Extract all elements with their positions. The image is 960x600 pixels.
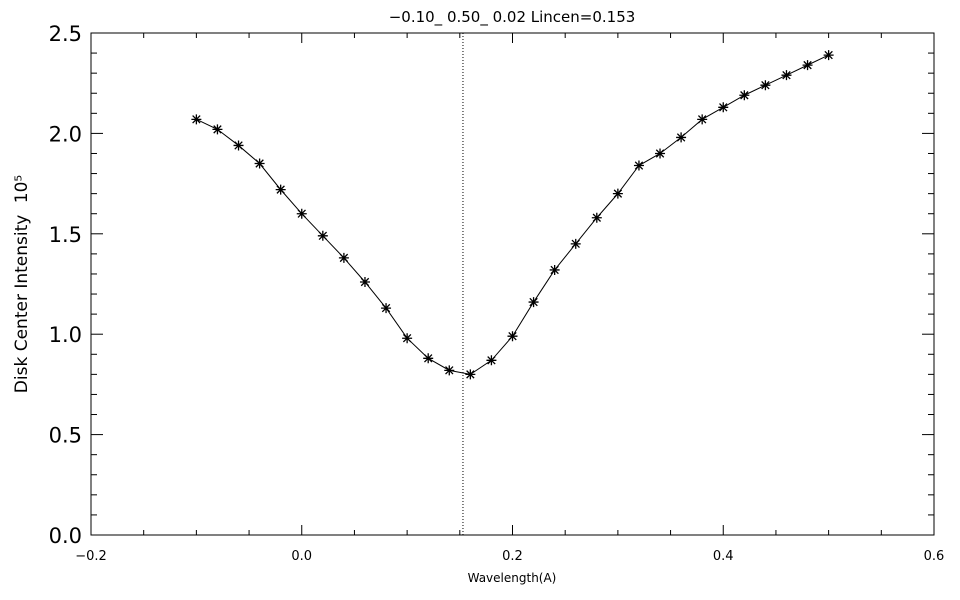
data-point-marker bbox=[612, 188, 623, 199]
data-point-marker bbox=[823, 50, 834, 61]
data-point-marker bbox=[317, 230, 328, 241]
data-point-marker bbox=[570, 238, 581, 249]
data-point-marker bbox=[781, 70, 792, 81]
data-point-marker bbox=[633, 160, 644, 171]
data-point-marker bbox=[338, 252, 349, 263]
data-point-marker bbox=[528, 297, 539, 308]
x-tick-label: 0.6 bbox=[924, 549, 945, 564]
y-tick-label: 2.5 bbox=[49, 22, 82, 46]
data-point-marker bbox=[275, 184, 286, 195]
data-point-marker bbox=[191, 114, 202, 125]
data-point-marker bbox=[655, 148, 666, 159]
data-point-marker bbox=[676, 132, 687, 143]
data-point-marker bbox=[423, 353, 434, 364]
data-point-marker bbox=[444, 365, 455, 376]
data-point-marker bbox=[359, 276, 370, 287]
x-tick-label: −0.2 bbox=[75, 549, 107, 564]
data-point-marker bbox=[549, 264, 560, 275]
data-point-marker bbox=[233, 140, 244, 151]
y-axis-label: Disk Center Intensity 10⁵ bbox=[12, 175, 32, 393]
data-point-marker bbox=[591, 212, 602, 223]
data-point-marker bbox=[739, 90, 750, 101]
data-point-marker bbox=[212, 124, 223, 135]
y-tick-label: 1.0 bbox=[49, 323, 82, 347]
chart-title: −0.10_ 0.50_ 0.02 Lincen=0.153 bbox=[389, 8, 636, 27]
data-point-marker bbox=[507, 331, 518, 342]
x-tick-labels: −0.2 0.0 0.2 0.4 0.6 bbox=[75, 549, 944, 564]
data-point-marker bbox=[402, 333, 413, 344]
data-markers bbox=[191, 50, 834, 380]
data-point-marker bbox=[760, 80, 771, 91]
y-axis-label-exponent: 10⁵ bbox=[12, 175, 32, 203]
y-tick-labels: 0.0 0.5 1.0 1.5 2.0 2.5 bbox=[49, 22, 82, 548]
data-point-marker bbox=[254, 158, 265, 169]
y-tick-label: 0.0 bbox=[49, 524, 82, 548]
y-axis-label-group: Disk Center Intensity 10⁵ bbox=[12, 175, 32, 393]
x-axis-label: Wavelength(A) bbox=[468, 571, 557, 585]
data-point-marker bbox=[697, 114, 708, 125]
data-point-marker bbox=[802, 60, 813, 71]
data-point-marker bbox=[718, 102, 729, 113]
data-point-marker bbox=[296, 208, 307, 219]
data-point-marker bbox=[381, 303, 392, 314]
x-tick-label: 0.4 bbox=[713, 549, 734, 564]
y-tick-label: 0.5 bbox=[49, 424, 82, 448]
x-tick-label: 0.0 bbox=[291, 549, 312, 564]
data-point-marker bbox=[465, 369, 476, 380]
x-tick-label: 0.2 bbox=[502, 549, 523, 564]
y-axis-label-text: Disk Center Intensity bbox=[12, 215, 32, 394]
data-point-marker bbox=[486, 355, 497, 366]
y-tick-label: 2.0 bbox=[49, 122, 82, 146]
y-tick-label: 1.5 bbox=[49, 223, 82, 247]
axis-ticks bbox=[90, 32, 935, 536]
